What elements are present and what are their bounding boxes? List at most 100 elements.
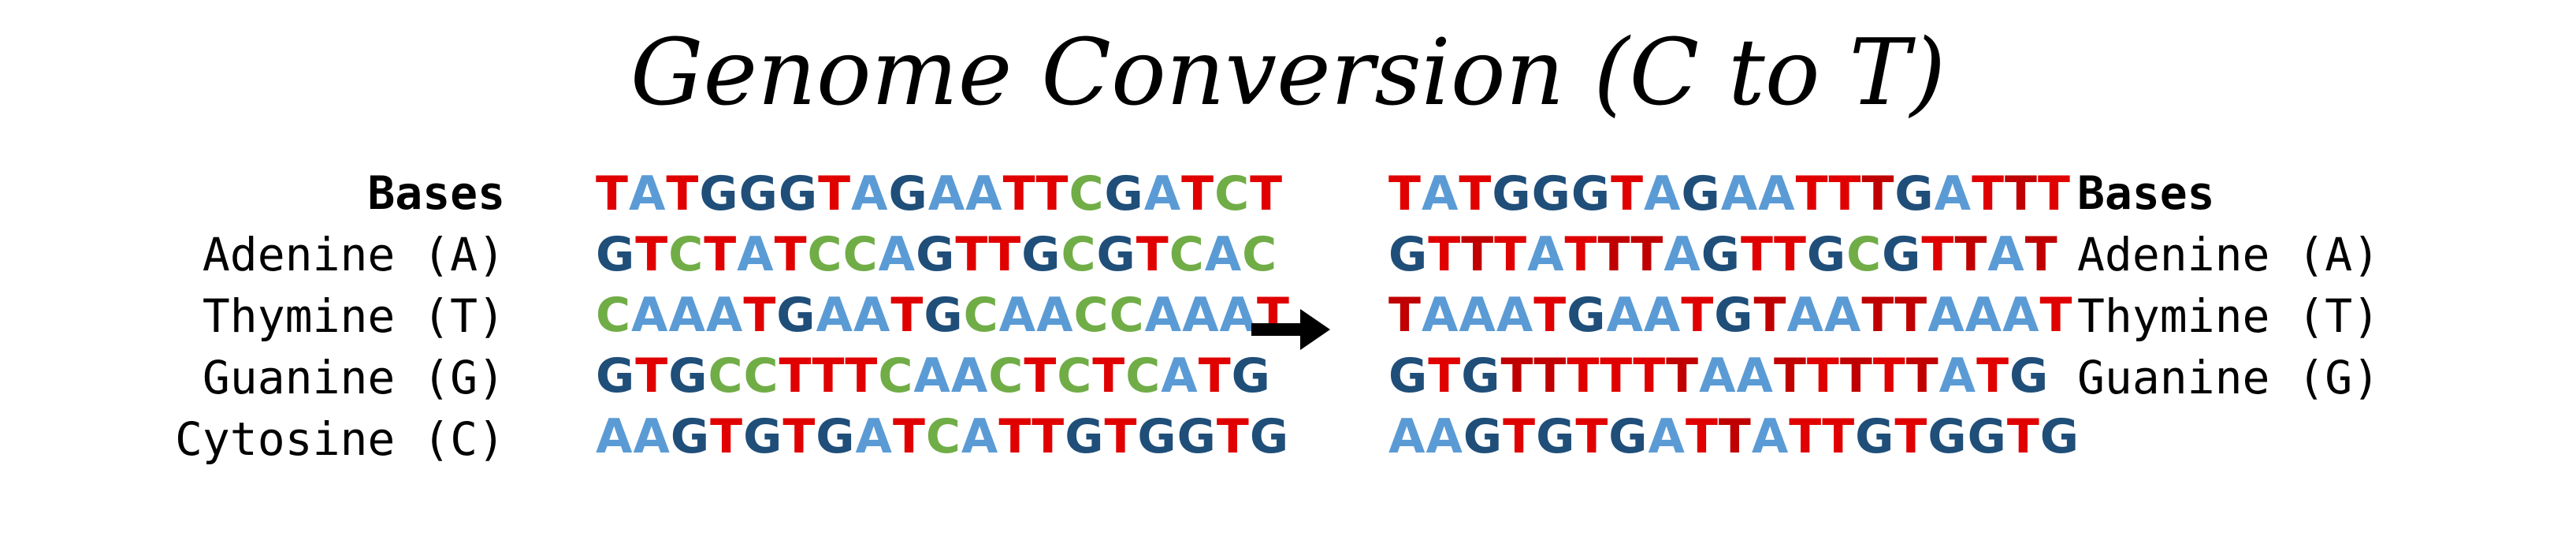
base-g: G [776,288,816,343]
base-t: T [845,348,879,404]
base-g: G [1388,348,1429,404]
base-t: T [1861,288,1895,343]
base-t: T [1092,348,1126,404]
base-a: A [1143,166,1182,222]
base-a: A [1426,409,1463,464]
base-t: T [1181,166,1215,222]
base-a: A [1219,288,1257,343]
base-t: T [1861,166,1895,222]
original-sequence-row-4: GTGCCTTTCAACTCTCATG [596,346,1290,407]
base-a: A [1736,348,1774,404]
base-g: G [924,288,964,343]
legend-left-item-adenine: Adenine (A) [202,228,505,281]
base-g: G [1714,288,1754,343]
base-a: A [1644,166,1682,222]
legend-left: Bases Adenine (A) Thymine (T) Guanine (G… [175,162,505,470]
base-t: T [1630,227,1664,282]
base-g: G [738,166,779,222]
base-t: T [1136,227,1169,282]
base-c: C [1061,227,1097,282]
base-a: A [1161,348,1199,404]
converted-sequence-block: TATGGGTAGAATTTGATTT GTTTATTTAGTTGCGTTAT TA… [1388,164,2080,467]
base-t: T [743,288,777,343]
base-t: T [955,227,989,282]
base-t: T [1002,166,1036,222]
base-a: A [1459,288,1496,343]
base-g: G [699,166,739,222]
converted-sequence-row-2: GTTTATTTAGTTGCGTTAT [1388,225,2080,285]
base-t: T [1032,409,1065,464]
base-t: T [1666,348,1700,404]
base-t: T [1718,409,1752,464]
base-a: A [596,409,634,464]
base-t: T [2039,288,2073,343]
legend-right-item-thymine: Thymine (T) [2077,289,2381,343]
base-g: G [1231,348,1271,404]
base-t: T [1828,166,1862,222]
base-c: C [1214,166,1251,222]
base-t: T [1388,288,1422,343]
original-sequence-row-1: TATGGGTAGAATTCGATCT [596,164,1290,225]
base-t: T [779,348,812,404]
base-a: A [631,288,669,343]
base-t: T [1773,348,1807,404]
base-a: A [853,288,891,343]
converted-sequence-row-1: TATGGGTAGAATTTGATTT [1388,164,2080,225]
base-t: T [1500,348,1534,404]
base-g: G [1701,227,1741,282]
base-g: G [1249,409,1290,464]
base-t: T [1972,166,2005,222]
base-a: A [1421,288,1459,343]
base-c: C [743,348,779,404]
base-g: G [1536,409,1576,464]
base-g: G [1927,409,1968,464]
base-t: T [1753,288,1787,343]
base-t: T [782,409,816,464]
base-a: A [1182,288,1220,343]
base-t: T [1459,166,1492,222]
base-a: A [1823,288,1862,343]
base-c: C [1846,227,1883,282]
base-g: G [1855,409,1895,464]
base-a: A [1496,288,1534,343]
base-a: A [1648,409,1686,464]
base-a: A [851,166,889,222]
base-t: T [1633,348,1667,404]
base-t: T [818,166,851,222]
base-t: T [1461,227,1495,282]
base-t: T [1795,166,1829,222]
base-t: T [1198,348,1232,404]
base-t: T [1024,348,1058,404]
base-a: A [1606,288,1644,343]
base-t: T [1428,227,1462,282]
legend-right-item-adenine: Adenine (A) [2077,228,2381,281]
base-t: T [1822,409,1856,464]
base-a: A [965,166,1003,222]
base-c: C [1073,288,1110,343]
base-c: C [988,348,1024,404]
base-c: C [1069,166,1105,222]
base-g: G [1608,409,1649,464]
base-c: C [1057,348,1093,404]
base-t: T [2024,227,2058,282]
converted-sequence-row-4: GTGTTTTTTAATTTTTATG [1388,346,2080,407]
base-a: A [855,409,893,464]
base-t: T [1839,348,1873,404]
base-c: C [1242,227,1278,282]
base-a: A [913,348,951,404]
base-t: T [1533,348,1567,404]
base-t: T [635,227,669,282]
base-t: T [988,227,1022,282]
base-g: G [1681,166,1721,222]
base-a: A [1699,348,1737,404]
base-a: A [1987,227,2025,282]
base-g: G [2039,409,2080,464]
base-c: C [708,348,744,404]
base-a: A [1934,166,1972,222]
base-t: T [1976,348,2009,404]
base-g: G [1096,227,1136,282]
base-a: A [927,166,966,222]
base-g: G [778,166,819,222]
base-g: G [1388,227,1429,282]
base-c: C [878,348,914,404]
